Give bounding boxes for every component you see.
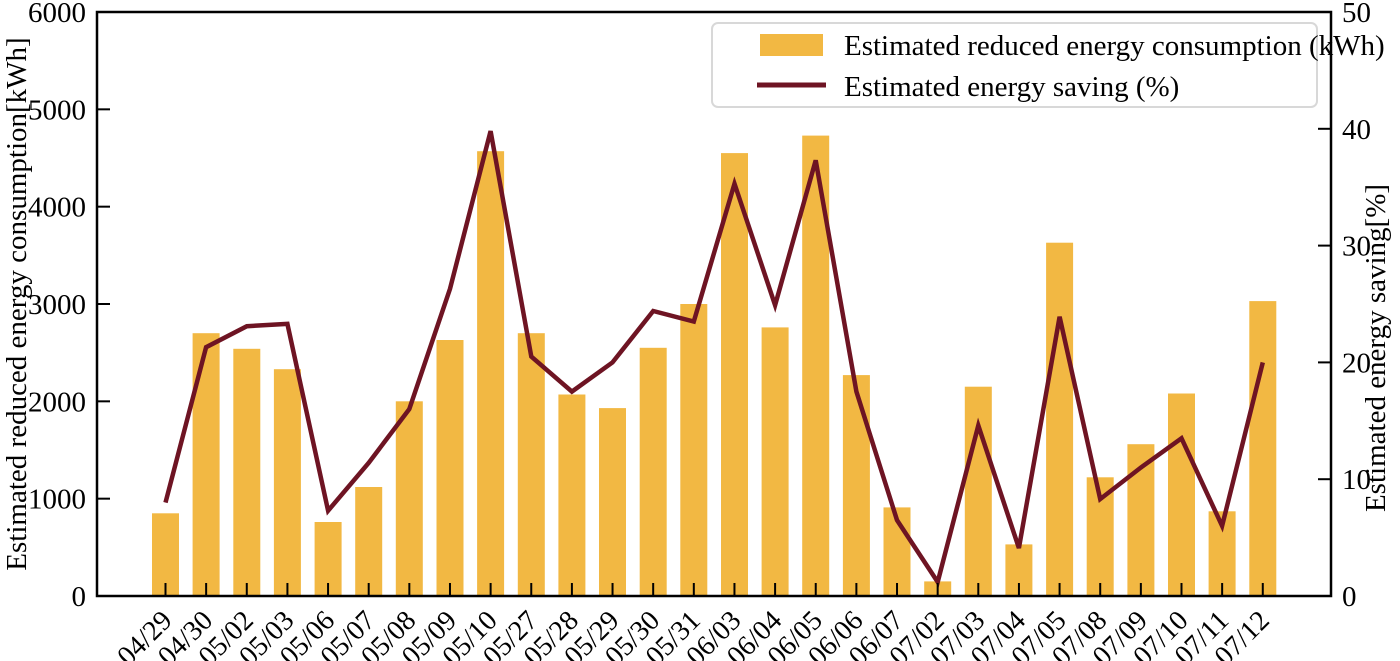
right-tick-label: 20 (1342, 347, 1371, 379)
bar-07-05 (1046, 242, 1074, 596)
bar-07-12 (1249, 301, 1277, 596)
bar-05-29 (599, 408, 626, 596)
left-tick-label: 0 (72, 581, 87, 613)
right-tick-label: 50 (1342, 0, 1371, 29)
bar-05-09 (436, 340, 464, 596)
left-axis-label: Estimated reduced energy consumption[kWh… (1, 37, 33, 570)
bar-06-06 (842, 375, 870, 596)
right-tick-label: 10 (1342, 464, 1371, 496)
legend-bar-swatch-icon (760, 34, 823, 56)
bar-05-28 (558, 394, 586, 596)
legend-box (711, 22, 1318, 108)
right-tick-label: 0 (1342, 581, 1357, 613)
bar-05-30 (639, 347, 667, 596)
bar-05-07 (355, 487, 383, 596)
bar-05-10 (477, 151, 505, 596)
left-tick-label: 1000 (28, 484, 86, 516)
bar-05-27 (517, 333, 545, 596)
energy-saving-line (163, 130, 1265, 588)
left-tick-label: 4000 (28, 192, 86, 224)
legend-label-saving: Estimated energy saving (%) (844, 71, 1179, 103)
right-tick-label: 40 (1342, 114, 1371, 146)
bar-05-02 (233, 348, 261, 596)
bar-07-03 (964, 386, 992, 596)
left-tick-label: 2000 (28, 386, 86, 418)
legend-label-consumption: Estimated reduced energy consumption (kW… (844, 30, 1385, 62)
bar-05-03 (273, 369, 301, 596)
bar-04-30 (192, 333, 220, 596)
bar-06-03 (721, 153, 748, 596)
bar-05-08 (395, 401, 423, 596)
line-layer (163, 130, 1265, 588)
bars-layer (152, 135, 1277, 596)
bar-05-31 (680, 304, 708, 596)
right-tick-label: 30 (1342, 231, 1371, 263)
left-tick-label: 5000 (28, 94, 86, 126)
bar-06-04 (761, 327, 789, 596)
left-tick-label: 6000 (28, 0, 86, 29)
right-axis-label: Estimated energy saving[%] (1360, 184, 1392, 512)
axes-layer (95, 10, 1333, 598)
bar-04-29 (152, 513, 179, 596)
legend: Estimated reduced energy consumption (kW… (711, 22, 1385, 108)
bar-07-10 (1168, 393, 1195, 596)
left-tick-label: 3000 (28, 289, 86, 321)
